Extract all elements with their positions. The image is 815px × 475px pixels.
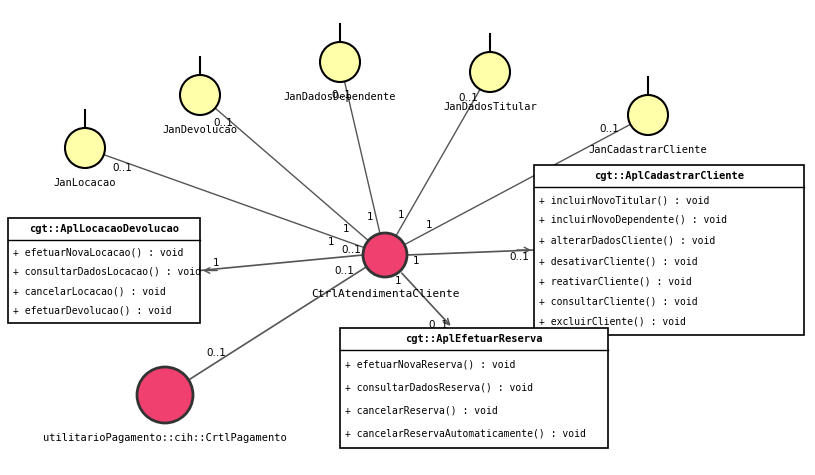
Text: + cancelarLocacao() : void: + cancelarLocacao() : void [13,286,165,296]
Text: CtrlAtendimentaCliente: CtrlAtendimentaCliente [311,289,459,299]
Text: 0..1: 0..1 [600,124,619,134]
Text: 1: 1 [398,210,404,220]
Text: + alterarDadosCliente() : void: + alterarDadosCliente() : void [539,236,716,246]
Text: JanDadosTitular: JanDadosTitular [443,102,537,112]
Circle shape [470,52,510,92]
Text: 1: 1 [343,224,350,234]
Text: 0..1: 0..1 [334,266,355,276]
Bar [340,328,608,448]
Text: + cancelarReserva() : void: + cancelarReserva() : void [345,405,498,416]
Text: + desativarCliente() : void: + desativarCliente() : void [539,256,698,266]
Text: + incluirNovoDependente() : void: + incluirNovoDependente() : void [539,216,727,226]
Text: + efetuarNovaReserva() : void: + efetuarNovaReserva() : void [345,360,515,370]
Circle shape [180,75,220,115]
Text: 0..1: 0..1 [214,118,233,128]
Text: + consultarCliente() : void: + consultarCliente() : void [539,296,698,306]
Text: utilitarioPagamento::cih::CrtlPagamento: utilitarioPagamento::cih::CrtlPagamento [43,433,287,443]
Text: JanDevolucao: JanDevolucao [162,125,237,135]
Text: + efetuarNovaLocacao() : void: + efetuarNovaLocacao() : void [13,247,183,257]
Text: + cancelarReservaAutomaticamente() : void: + cancelarReservaAutomaticamente() : voi… [345,428,586,438]
Circle shape [65,128,105,168]
Text: + consultarDadosReserva() : void: + consultarDadosReserva() : void [345,382,533,393]
Circle shape [320,42,360,82]
Text: 0..1: 0..1 [429,320,449,330]
Text: 0..1: 0..1 [112,163,133,173]
Text: 1: 1 [413,256,420,266]
Text: JanLocacao: JanLocacao [54,178,117,188]
Text: JanCadastrarCliente: JanCadastrarCliente [588,145,707,155]
Text: 0..1: 0..1 [206,348,227,358]
Text: 1: 1 [367,212,373,222]
Text: 0..1: 0..1 [332,90,351,100]
Circle shape [363,233,407,277]
Bar [8,218,200,323]
Text: + reativarCliente() : void: + reativarCliente() : void [539,276,692,286]
Text: cgt::AplEfetuarReserva: cgt::AplEfetuarReserva [405,334,543,344]
Text: + consultarDadosLocacao() : void: + consultarDadosLocacao() : void [13,267,201,277]
Text: 1: 1 [425,220,432,230]
Circle shape [628,95,668,135]
Bar [534,165,804,335]
Text: + excluirCliente() : void: + excluirCliente() : void [539,317,686,327]
Text: 0..1: 0..1 [458,93,478,103]
Text: + efetuarDevolucao() : void: + efetuarDevolucao() : void [13,305,172,315]
Text: 0..1: 0..1 [509,252,529,262]
Text: cgt::AplCadastrarCliente: cgt::AplCadastrarCliente [594,171,744,181]
Text: cgt::AplLocacaoDevolucao: cgt::AplLocacaoDevolucao [29,224,179,234]
Text: + incluirNovoTitular() : void: + incluirNovoTitular() : void [539,195,709,205]
Text: 1: 1 [213,258,219,268]
Circle shape [137,367,193,423]
Text: JanDadosDependente: JanDadosDependente [284,92,396,102]
Text: 0..1: 0..1 [341,245,361,255]
Text: 1: 1 [395,276,402,286]
Text: 1: 1 [328,237,334,247]
